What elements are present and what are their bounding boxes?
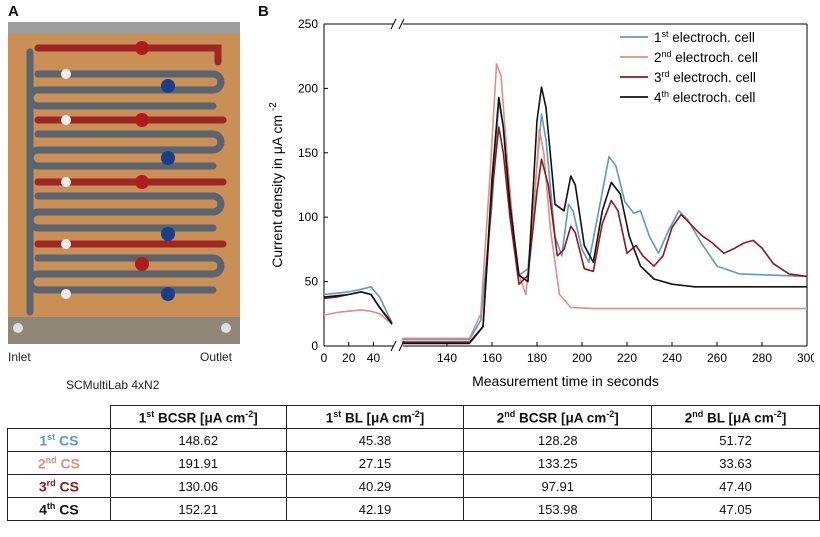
table-cell: 97.91 — [463, 474, 653, 498]
y-tick-label: 50 — [305, 275, 319, 289]
series-line-2-segment-2 — [402, 63, 807, 340]
x-tick-label: 280 — [752, 351, 772, 365]
x-tick-label: 220 — [617, 351, 637, 365]
y-tick-label: 200 — [298, 81, 318, 95]
top-axis-break-mark — [390, 18, 397, 30]
x-tick-label: 200 — [572, 351, 592, 365]
col-header-2nd-bl: 2nd BL [μA cm-2] — [651, 405, 820, 429]
x-axis-title: Measurement time in seconds — [472, 373, 659, 389]
legend-entry-1: 1st electroch. cell — [654, 29, 755, 45]
top-axis-break-mark-gap — [393, 18, 403, 30]
table-cell: 153.98 — [463, 497, 653, 521]
table-row: 3rd CS 130.06 40.29 97.91 47.40 — [7, 474, 820, 498]
series-line-4-segment-1 — [323, 291, 393, 325]
series-line-4-segment-2 — [402, 86, 807, 345]
table-cell: 33.63 — [651, 451, 820, 475]
panel-b-label: B — [258, 3, 269, 20]
outlet-label: Outlet — [200, 350, 233, 364]
series-line-1-segment-2 — [402, 100, 808, 341]
table-cell: 45.38 — [285, 428, 465, 452]
chip-caption: SCMultiLab 4xN2 — [66, 378, 160, 392]
x-tick-label: 160 — [482, 351, 502, 365]
table-cell: 128.28 — [463, 428, 653, 452]
x-tick-label: 300 — [797, 351, 814, 365]
y-axis-title-unit-sup: -2 — [268, 102, 279, 111]
y-tick-label: 150 — [298, 146, 318, 160]
table-cell: 40.29 — [285, 474, 465, 498]
col-header-2nd-bcsr: 2nd BCSR [μA cm-2] — [463, 405, 653, 429]
x-tick-label: 140 — [437, 351, 457, 365]
y-tick-label: 250 — [298, 17, 318, 31]
table-corner — [7, 405, 111, 429]
x-tick-label: 240 — [662, 351, 682, 365]
row-label-4th-cs: 4th CS — [7, 497, 111, 521]
table-cell: 47.40 — [651, 474, 820, 498]
legend-entry-3: 3rd electroch. cell — [654, 69, 756, 85]
table-cell: 27.15 — [285, 451, 465, 475]
series-line-2-segment-1 — [323, 309, 393, 325]
x-tick-label: 260 — [707, 351, 727, 365]
series-line-1-segment-1 — [323, 286, 393, 324]
x-tick-label: 20 — [342, 351, 356, 365]
results-table: 1st BCSR [μA cm-2] 1st BL [μA cm-2] 2nd … — [7, 405, 820, 521]
legend-entry-2: 2nd electroch. cell — [654, 49, 758, 65]
y-axis-title: Current density in μA cm -2 — [268, 102, 285, 268]
col-header-1st-bcsr: 1st BCSR [μA cm-2] — [109, 405, 287, 429]
table-cell: 47.05 — [651, 497, 820, 521]
x-axis-break-mark — [390, 340, 397, 352]
row-label-2nd-cs: 2nd CS — [7, 451, 111, 475]
table-cell: 152.21 — [109, 497, 287, 521]
x-tick-label: 180 — [527, 351, 547, 365]
x-axis-break-mark-gap — [393, 340, 403, 352]
legend-entry-4: 4th electroch. cell — [654, 89, 755, 105]
table-row: 2nd CS 191.91 27.15 133.25 33.63 — [7, 451, 820, 475]
table-row: 1st CS 148.62 45.38 128.28 51.72 — [7, 428, 820, 452]
top-axis-break-mark — [398, 18, 405, 30]
table-cell: 148.62 — [109, 428, 287, 452]
table-header-row: 1st BCSR [μA cm-2] 1st BL [μA cm-2] 2nd … — [7, 405, 820, 429]
y-tick-label: 0 — [311, 339, 318, 353]
current-density-chart: 0 50 100 150 200 250 0 20 40 140 160 180 200 220 240 26… — [268, 17, 814, 389]
inlet-label: Inlet — [8, 350, 31, 364]
table-cell: 191.91 — [109, 451, 287, 475]
x-tick-label: 40 — [367, 351, 381, 365]
microfluidic-chip-photo — [8, 22, 240, 344]
panel-a-label: A — [8, 3, 19, 20]
table-cell: 42.19 — [285, 497, 465, 521]
table-cell: 51.72 — [651, 428, 820, 452]
y-tick-label: 100 — [298, 210, 318, 224]
row-label-1st-cs: 1st CS — [7, 428, 111, 452]
col-header-1st-bl: 1st BL [μA cm-2] — [285, 405, 465, 429]
table-cell: 130.06 — [109, 474, 287, 498]
series-line-3-segment-2 — [402, 126, 808, 343]
row-label-3rd-cs: 3rd CS — [7, 474, 111, 498]
table-cell: 133.25 — [463, 451, 653, 475]
x-tick-label: 0 — [321, 351, 328, 365]
table-row: 4th CS 152.21 42.19 153.98 47.05 — [7, 497, 820, 521]
